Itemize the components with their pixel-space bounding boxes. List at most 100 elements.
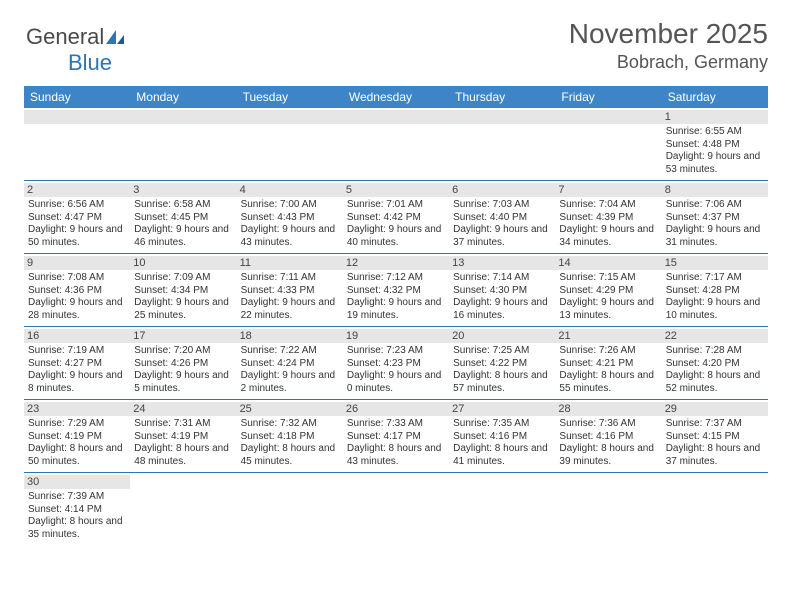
weekday-header: Thursday	[449, 86, 555, 108]
daylight-text: Daylight: 9 hours and 40 minutes.	[347, 224, 445, 249]
day-number: 11	[237, 256, 343, 270]
sunrise-text: Sunrise: 7:29 AM	[28, 418, 126, 431]
sunrise-text: Sunrise: 7:19 AM	[28, 345, 126, 358]
sunrise-text: Sunrise: 7:39 AM	[28, 491, 126, 504]
calendar-cell: 2Sunrise: 6:56 AMSunset: 4:47 PMDaylight…	[24, 181, 130, 254]
daylight-text: Daylight: 8 hours and 50 minutes.	[28, 443, 126, 468]
weekday-header: Sunday	[24, 86, 130, 108]
day-info: Sunrise: 7:32 AMSunset: 4:18 PMDaylight:…	[241, 418, 339, 468]
day-info: Sunrise: 7:22 AMSunset: 4:24 PMDaylight:…	[241, 345, 339, 395]
day-info: Sunrise: 7:06 AMSunset: 4:37 PMDaylight:…	[666, 199, 764, 249]
calendar-row: 23Sunrise: 7:29 AMSunset: 4:19 PMDayligh…	[24, 400, 768, 473]
day-number: 27	[449, 402, 555, 416]
day-info: Sunrise: 7:01 AMSunset: 4:42 PMDaylight:…	[347, 199, 445, 249]
calendar-cell: 16Sunrise: 7:19 AMSunset: 4:27 PMDayligh…	[24, 327, 130, 400]
daylight-text: Daylight: 9 hours and 2 minutes.	[241, 370, 339, 395]
sunset-text: Sunset: 4:15 PM	[666, 431, 764, 444]
day-info: Sunrise: 7:14 AMSunset: 4:30 PMDaylight:…	[453, 272, 551, 322]
daylight-text: Daylight: 9 hours and 28 minutes.	[28, 297, 126, 322]
day-number: 4	[237, 183, 343, 197]
calendar-cell: 18 Sunrise: 7:22 AMSunset: 4:24 PMDayligh…	[237, 327, 343, 400]
sunrise-text: Sunrise: 7:36 AM	[559, 418, 657, 431]
day-info: Sunrise: 7:08 AMSunset: 4:36 PMDaylight:…	[28, 272, 126, 322]
sunrise-text: Sunrise: 7:14 AM	[453, 272, 551, 285]
calendar-cell: 6Sunrise: 7:03 AMSunset: 4:40 PMDaylight…	[449, 181, 555, 254]
day-info: Sunrise: 7:12 AMSunset: 4:32 PMDaylight:…	[347, 272, 445, 322]
calendar-cell	[343, 473, 449, 546]
sunset-text: Sunset: 4:23 PM	[347, 358, 445, 371]
sunset-text: Sunset: 4:26 PM	[134, 358, 232, 371]
sunset-text: Sunset: 4:16 PM	[559, 431, 657, 444]
sunset-text: Sunset: 4:42 PM	[347, 212, 445, 225]
day-info: Sunrise: 7:04 AMSunset: 4:39 PMDaylight:…	[559, 199, 657, 249]
sunrise-text: Sunrise: 6:56 AM	[28, 199, 126, 212]
calendar-cell: 30Sunrise: 7:39 AMSunset: 4:14 PMDayligh…	[24, 473, 130, 546]
calendar-cell	[130, 108, 236, 181]
day-number: 15	[662, 256, 768, 270]
day-number: 3	[130, 183, 236, 197]
sunrise-text: Sunrise: 7:09 AM	[134, 272, 232, 285]
sunset-text: Sunset: 4:36 PM	[28, 285, 126, 298]
sunset-text: Sunset: 4:33 PM	[241, 285, 339, 298]
empty-day-strip	[130, 110, 236, 124]
daylight-text: Daylight: 9 hours and 0 minutes.	[347, 370, 445, 395]
day-number: 25	[237, 402, 343, 416]
calendar-cell: 3Sunrise: 6:58 AMSunset: 4:45 PMDaylight…	[130, 181, 236, 254]
day-number: 12	[343, 256, 449, 270]
calendar-cell: 7Sunrise: 7:04 AMSunset: 4:39 PMDaylight…	[555, 181, 661, 254]
sunrise-text: Sunrise: 7:20 AM	[134, 345, 232, 358]
sunrise-text: Sunrise: 7:08 AM	[28, 272, 126, 285]
sunrise-text: Sunrise: 7:28 AM	[666, 345, 764, 358]
daylight-text: Daylight: 9 hours and 43 minutes.	[241, 224, 339, 249]
day-number: 19	[343, 329, 449, 343]
calendar-cell: 27 Sunrise: 7:35 AMSunset: 4:16 PMDayligh…	[449, 400, 555, 473]
sunset-text: Sunset: 4:45 PM	[134, 212, 232, 225]
empty-day-strip	[237, 110, 343, 124]
sunset-text: Sunset: 4:47 PM	[28, 212, 126, 225]
daylight-text: Daylight: 9 hours and 19 minutes.	[347, 297, 445, 322]
empty-day-strip	[449, 110, 555, 124]
day-info: Sunrise: 7:36 AMSunset: 4:16 PMDaylight:…	[559, 418, 657, 468]
calendar-cell: 8Sunrise: 7:06 AMSunset: 4:37 PMDaylight…	[662, 181, 768, 254]
day-number: 29	[662, 402, 768, 416]
calendar-cell: 15 Sunrise: 7:17 AMSunset: 4:28 PMDayligh…	[662, 254, 768, 327]
day-number: 18	[237, 329, 343, 343]
daylight-text: Daylight: 9 hours and 46 minutes.	[134, 224, 232, 249]
day-info: Sunrise: 7:20 AMSunset: 4:26 PMDaylight:…	[134, 345, 232, 395]
sunrise-text: Sunrise: 7:03 AM	[453, 199, 551, 212]
daylight-text: Daylight: 9 hours and 16 minutes.	[453, 297, 551, 322]
day-number: 21	[555, 329, 661, 343]
day-info: Sunrise: 7:03 AMSunset: 4:40 PMDaylight:…	[453, 199, 551, 249]
calendar-cell: 22Sunrise: 7:28 AMSunset: 4:20 PMDayligh…	[662, 327, 768, 400]
day-info: Sunrise: 6:56 AMSunset: 4:47 PMDaylight:…	[28, 199, 126, 249]
day-info: Sunrise: 7:28 AMSunset: 4:20 PMDaylight:…	[666, 345, 764, 395]
sunset-text: Sunset: 4:27 PM	[28, 358, 126, 371]
day-info: Sunrise: 7:26 AMSunset: 4:21 PMDaylight:…	[559, 345, 657, 395]
sunset-text: Sunset: 4:40 PM	[453, 212, 551, 225]
weekday-header: Tuesday	[237, 86, 343, 108]
day-number: 13	[449, 256, 555, 270]
sunrise-text: Sunrise: 7:00 AM	[241, 199, 339, 212]
sunset-text: Sunset: 4:24 PM	[241, 358, 339, 371]
calendar-cell: 28Sunrise: 7:36 AMSunset: 4:16 PMDayligh…	[555, 400, 661, 473]
day-info: Sunrise: 7:17 AMSunset: 4:28 PMDaylight:…	[666, 272, 764, 322]
day-info: Sunrise: 7:00 AMSunset: 4:43 PMDaylight:…	[241, 199, 339, 249]
daylight-text: Daylight: 9 hours and 10 minutes.	[666, 297, 764, 322]
calendar-table: SundayMondayTuesdayWednesdayThursdayFrid…	[24, 86, 768, 545]
daylight-text: Daylight: 9 hours and 34 minutes.	[559, 224, 657, 249]
day-info: Sunrise: 7:35 AMSunset: 4:16 PMDaylight:…	[453, 418, 551, 468]
location: Bobrach, Germany	[569, 52, 768, 73]
daylight-text: Daylight: 9 hours and 31 minutes.	[666, 224, 764, 249]
title-block: November 2025 Bobrach, Germany	[569, 18, 768, 73]
empty-day-strip	[343, 110, 449, 124]
calendar-cell: 1Sunrise: 6:55 AMSunset: 4:48 PMDaylight…	[662, 108, 768, 181]
calendar-cell: 12 Sunrise: 7:12 AMSunset: 4:32 PMDayligh…	[343, 254, 449, 327]
sunset-text: Sunset: 4:39 PM	[559, 212, 657, 225]
calendar-cell: 20Sunrise: 7:25 AMSunset: 4:22 PMDayligh…	[449, 327, 555, 400]
day-number: 1	[662, 110, 768, 124]
calendar-cell: 10Sunrise: 7:09 AMSunset: 4:34 PMDayligh…	[130, 254, 236, 327]
daylight-text: Daylight: 8 hours and 55 minutes.	[559, 370, 657, 395]
sunrise-text: Sunrise: 7:01 AM	[347, 199, 445, 212]
calendar-cell	[449, 108, 555, 181]
daylight-text: Daylight: 9 hours and 13 minutes.	[559, 297, 657, 322]
